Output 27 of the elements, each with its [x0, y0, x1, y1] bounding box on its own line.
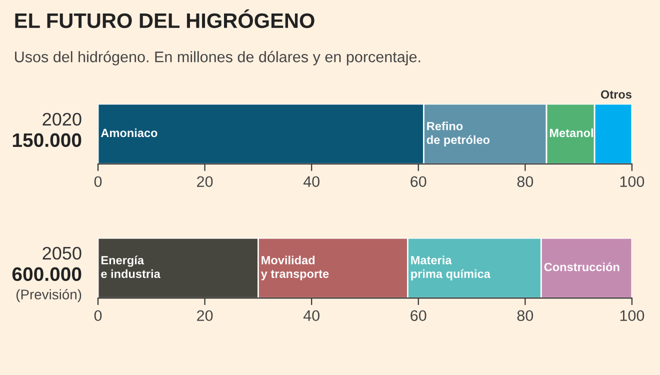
x-tick-label: 0: [94, 176, 102, 188]
x-tick-label: 80: [517, 310, 534, 322]
text: (Previsión): [16, 289, 82, 302]
x-tick-label: 80: [517, 176, 534, 188]
text: 600.000: [12, 267, 82, 282]
series-label: Construcción: [544, 262, 620, 272]
chart-title: EL FUTURO DEL HIGRÓGENO: [15, 9, 314, 28]
x-tick-label: 20: [197, 176, 213, 188]
text: 150.000: [12, 133, 82, 148]
series-label: Amoniaco: [100, 128, 158, 138]
y-tick-label: 2050: [42, 246, 82, 260]
x-tick-label: 100: [620, 176, 644, 188]
x-tick-label: 40: [303, 310, 320, 322]
x-tick-label: 100: [620, 310, 644, 322]
series-label: Refino de petróleo: [426, 122, 490, 146]
x-tick-label: 60: [410, 310, 426, 322]
x-tick-label: 60: [410, 176, 426, 188]
x-tick-label: 40: [303, 176, 320, 188]
x-tick-label: 0: [94, 310, 102, 322]
series-label: Materia prima química: [411, 256, 490, 280]
series-label: Metanol: [550, 128, 593, 138]
series-label: Movilidad y transporte: [260, 256, 329, 280]
y-tick-label: 2020: [42, 112, 82, 126]
chart-subtitle: Usos del hidrógeno. En millones de dólares y en porcentaje.: [15, 50, 420, 66]
series-label: Energía e industria: [101, 256, 160, 278]
series-label: Otros: [600, 90, 632, 99]
x-tick-label: 20: [197, 310, 213, 322]
